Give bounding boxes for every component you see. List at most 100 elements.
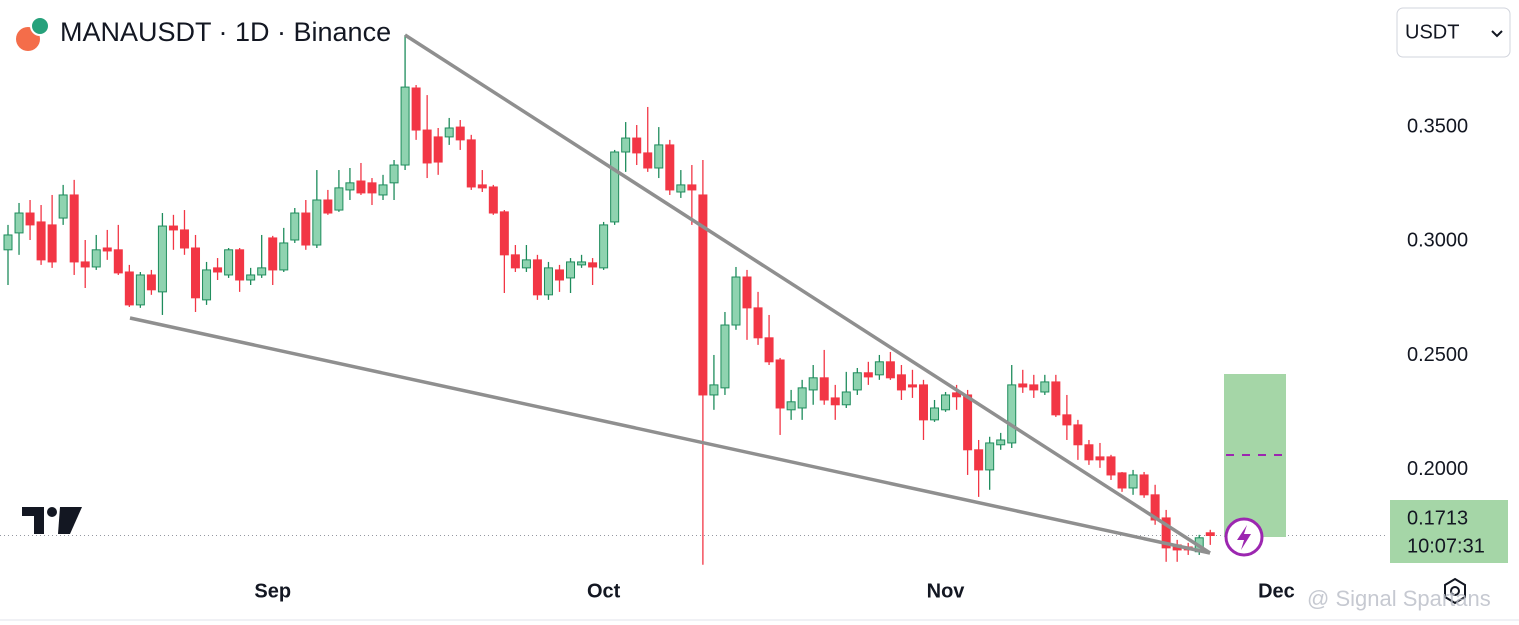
currency-select[interactable]: [1396, 7, 1511, 58]
candle-body: [213, 267, 223, 273]
candle-body: [235, 249, 245, 281]
candle-body: [753, 307, 763, 339]
candle-body: [918, 384, 928, 421]
candle-body: [91, 249, 101, 268]
x-tick-label: Nov: [927, 580, 966, 602]
candle-body: [389, 164, 399, 184]
candle-body: [47, 224, 57, 263]
candle-body: [930, 407, 940, 421]
candle-body: [775, 359, 785, 409]
y-tick-label: 0.2500: [1407, 344, 1468, 366]
candle-body: [599, 224, 609, 269]
candle-body: [676, 184, 686, 193]
candle-body: [698, 194, 708, 396]
candle-body: [411, 87, 421, 131]
candle-body: [3, 234, 13, 251]
candle-body: [555, 269, 564, 281]
candle-body: [1117, 472, 1127, 489]
countdown: 10:07:31: [1407, 535, 1485, 557]
candle-body: [632, 137, 642, 154]
last-price-label: 0.1713: [1407, 507, 1468, 529]
candle-body: [25, 212, 35, 226]
candle-body: [974, 449, 984, 471]
candle-body: [268, 237, 278, 271]
candle-body: [896, 374, 906, 391]
candle-body: [731, 276, 741, 326]
candle-body: [874, 361, 884, 376]
candle-body: [334, 187, 344, 211]
candle-body: [36, 221, 46, 261]
candle-body: [665, 144, 675, 191]
candle-body: [532, 259, 542, 296]
candle-body: [58, 194, 68, 219]
candle-body: [521, 259, 531, 269]
candle-body: [1084, 444, 1094, 461]
candle-body: [996, 439, 1006, 446]
tv-logo: [22, 507, 82, 534]
candle-body: [610, 151, 620, 223]
candle-body: [202, 269, 212, 301]
candle-body: [488, 186, 498, 214]
candles: [3, 34, 1215, 565]
candle-body: [191, 247, 201, 299]
candle-body: [466, 139, 476, 188]
trendline-lower: [129, 316, 1211, 555]
candle-body: [808, 377, 818, 391]
candle-body: [301, 212, 311, 246]
candle-body: [135, 274, 145, 306]
candle-body: [455, 126, 465, 141]
candle-body: [499, 211, 509, 256]
candle-body: [168, 225, 178, 231]
candle-body: [654, 144, 664, 169]
candle-body: [566, 261, 576, 279]
candle-body: [543, 267, 553, 296]
candle-body: [444, 127, 454, 138]
candle-body: [1161, 517, 1171, 549]
candle-body: [179, 229, 189, 249]
candle-body: [742, 276, 752, 309]
candle-body: [797, 387, 807, 409]
candle-body: [367, 182, 377, 194]
candle-body: [14, 212, 24, 234]
y-tick-label: 0.3000: [1407, 230, 1468, 252]
candle-body: [124, 271, 134, 306]
candle-body: [621, 137, 631, 153]
candle-body: [378, 184, 388, 196]
candle-body: [577, 261, 587, 266]
candle-body: [764, 337, 774, 363]
y-tick-label: 0.2000: [1407, 458, 1468, 480]
candle-body: [312, 199, 322, 246]
candle-body: [146, 274, 156, 291]
candle-body: [433, 136, 443, 163]
caret: [1491, 30, 1503, 38]
x-tick-label: Oct: [587, 580, 621, 602]
candle-body: [1205, 532, 1215, 537]
candle-body: [885, 361, 895, 379]
watermark: @ Signal Spartans: [1307, 586, 1491, 611]
candle-body: [279, 242, 289, 271]
candle-body: [1018, 383, 1028, 388]
candle-body: [863, 372, 873, 378]
candle-body: [1128, 474, 1138, 489]
candle-body: [510, 254, 520, 269]
y-tick-label: 0.3500: [1407, 115, 1468, 137]
symbol-icon: [16, 16, 50, 51]
candle-body: [422, 129, 432, 164]
candle-body: [1095, 456, 1105, 461]
candle-body: [720, 324, 730, 389]
trendline-upper: [404, 33, 1211, 555]
candle-body: [709, 384, 719, 396]
candle-body: [1029, 384, 1039, 391]
chart-title: MANAUSDT · 1D · Binance: [60, 17, 391, 47]
x-tick-label: Sep: [254, 580, 291, 602]
candle-body: [687, 184, 697, 191]
candle-body: [985, 442, 995, 471]
candle-body: [952, 392, 962, 398]
settings-icon[interactable]: [1444, 577, 1466, 605]
candle-body: [1139, 474, 1149, 496]
candle-body: [907, 384, 917, 388]
candle-body: [841, 391, 851, 406]
x-tick-label: Dec: [1258, 580, 1295, 602]
candle-body: [1051, 381, 1061, 416]
